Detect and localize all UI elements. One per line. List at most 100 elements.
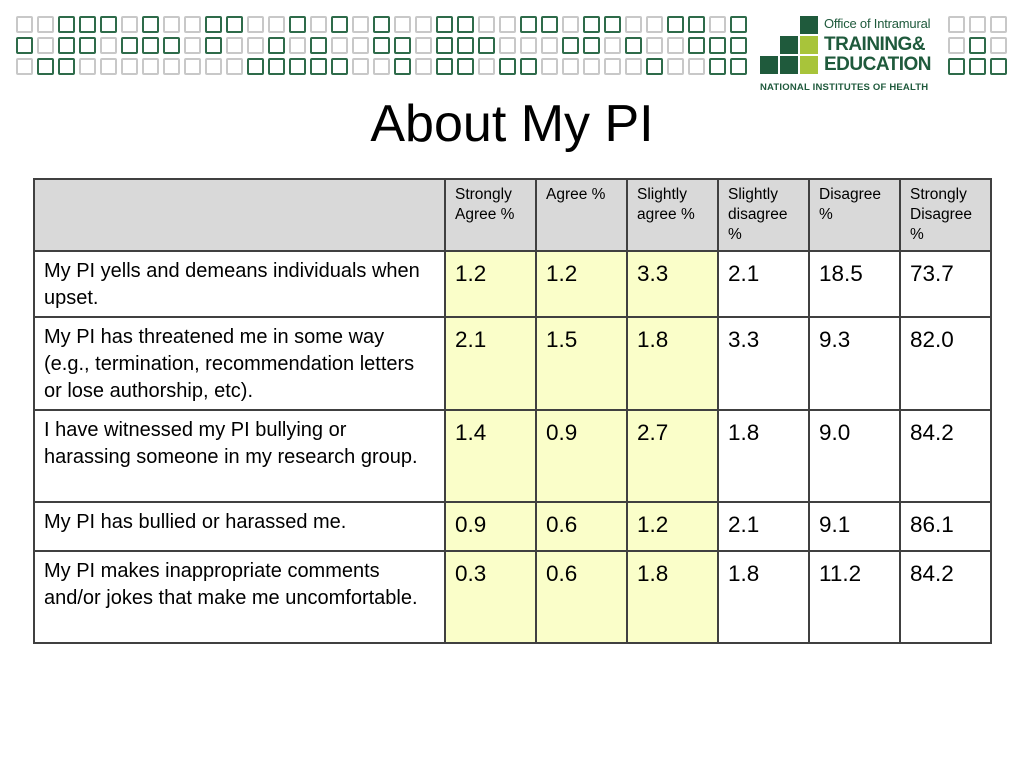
decorative-square [394,58,411,75]
decorative-square [331,16,348,33]
decorative-square [562,16,579,33]
decorative-square [58,37,75,54]
value-cell: 11.2 [808,550,901,644]
value-cell: 0.6 [535,550,628,644]
decorative-square [583,58,600,75]
decorative-square [163,16,180,33]
decorative-square [646,58,663,75]
decorative-square [247,37,264,54]
logo-mark-icon [760,16,820,76]
decorative-square [289,58,306,75]
value-cell: 1.8 [626,550,719,644]
decorative-square [415,37,432,54]
decorative-square [990,37,1007,54]
decorative-square [499,37,516,54]
decorative-square [604,37,621,54]
decorative-square [969,58,986,75]
decorative-square [604,16,621,33]
decorative-grid-band [16,16,747,75]
decorative-square [310,37,327,54]
decorative-square [100,16,117,33]
decorative-square [667,37,684,54]
value-cell: 1.2 [626,501,719,552]
decorative-square [79,58,96,75]
value-cell: 9.0 [808,409,901,503]
decorative-square [184,37,201,54]
decorative-square [373,16,390,33]
decorative-square [100,37,117,54]
decorative-square [948,16,965,33]
decorative-square [373,37,390,54]
decorative-square [583,37,600,54]
decorative-square [562,37,579,54]
statement-cell: I have witnessed my PI bullying or haras… [33,409,446,503]
decorative-square [16,16,33,33]
decorative-square [331,58,348,75]
decorative-square [247,16,264,33]
decorative-square [457,16,474,33]
decorative-square [730,16,747,33]
decorative-grid-band-right [948,16,1007,75]
decorative-square [226,37,243,54]
value-cell: 1.8 [717,409,810,503]
decorative-square [184,16,201,33]
decorative-square [79,37,96,54]
header-disagree: Disagree % [808,178,901,252]
decorative-square [289,16,306,33]
decorative-square [121,37,138,54]
table-row: My PI has threatened me in some way (e.g… [33,316,992,411]
decorative-square [58,16,75,33]
logo-education-text: EDUCATION [824,54,932,75]
statement-cell: My PI yells and demeans individuals when… [33,250,446,318]
decorative-square [667,58,684,75]
decorative-square [541,58,558,75]
logo-training-text: TRAINING& [824,34,926,55]
decorative-square [163,37,180,54]
decorative-square [969,16,986,33]
header-slightly-agree: Slightly agree % [626,178,719,252]
decorative-square [583,16,600,33]
header-cell-empty [33,178,446,252]
decorative-square [79,16,96,33]
decorative-square [289,37,306,54]
decorative-square [205,58,222,75]
value-cell: 84.2 [899,550,992,644]
decorative-square [352,16,369,33]
decorative-square [394,16,411,33]
decorative-square [247,58,264,75]
decorative-square [478,58,495,75]
value-cell: 0.9 [535,409,628,503]
oite-logo: Office of Intramural TRAINING& EDUCATION… [760,16,944,96]
value-cell: 18.5 [808,250,901,318]
decorative-square [37,58,54,75]
decorative-square [142,16,159,33]
decorative-square [121,16,138,33]
value-cell: 1.8 [717,550,810,644]
value-cell: 1.4 [444,409,537,503]
decorative-square [457,58,474,75]
decorative-square [646,16,663,33]
decorative-square [520,37,537,54]
decorative-square [667,16,684,33]
value-cell: 2.1 [717,250,810,318]
decorative-square [625,58,642,75]
decorative-square [709,58,726,75]
statement-cell: My PI has threatened me in some way (e.g… [33,316,446,411]
decorative-square [625,37,642,54]
value-cell: 84.2 [899,409,992,503]
decorative-square [730,58,747,75]
decorative-square [688,37,705,54]
value-cell: 2.7 [626,409,719,503]
decorative-square [541,37,558,54]
decorative-square [16,37,33,54]
value-cell: 9.1 [808,501,901,552]
decorative-square [948,37,965,54]
decorative-square [268,16,285,33]
decorative-square [100,58,117,75]
value-cell: 2.1 [717,501,810,552]
decorative-square [37,37,54,54]
decorative-square [226,16,243,33]
decorative-square [184,58,201,75]
value-cell: 1.2 [535,250,628,318]
header-slightly-disagree: Slightly disagree % [717,178,810,252]
